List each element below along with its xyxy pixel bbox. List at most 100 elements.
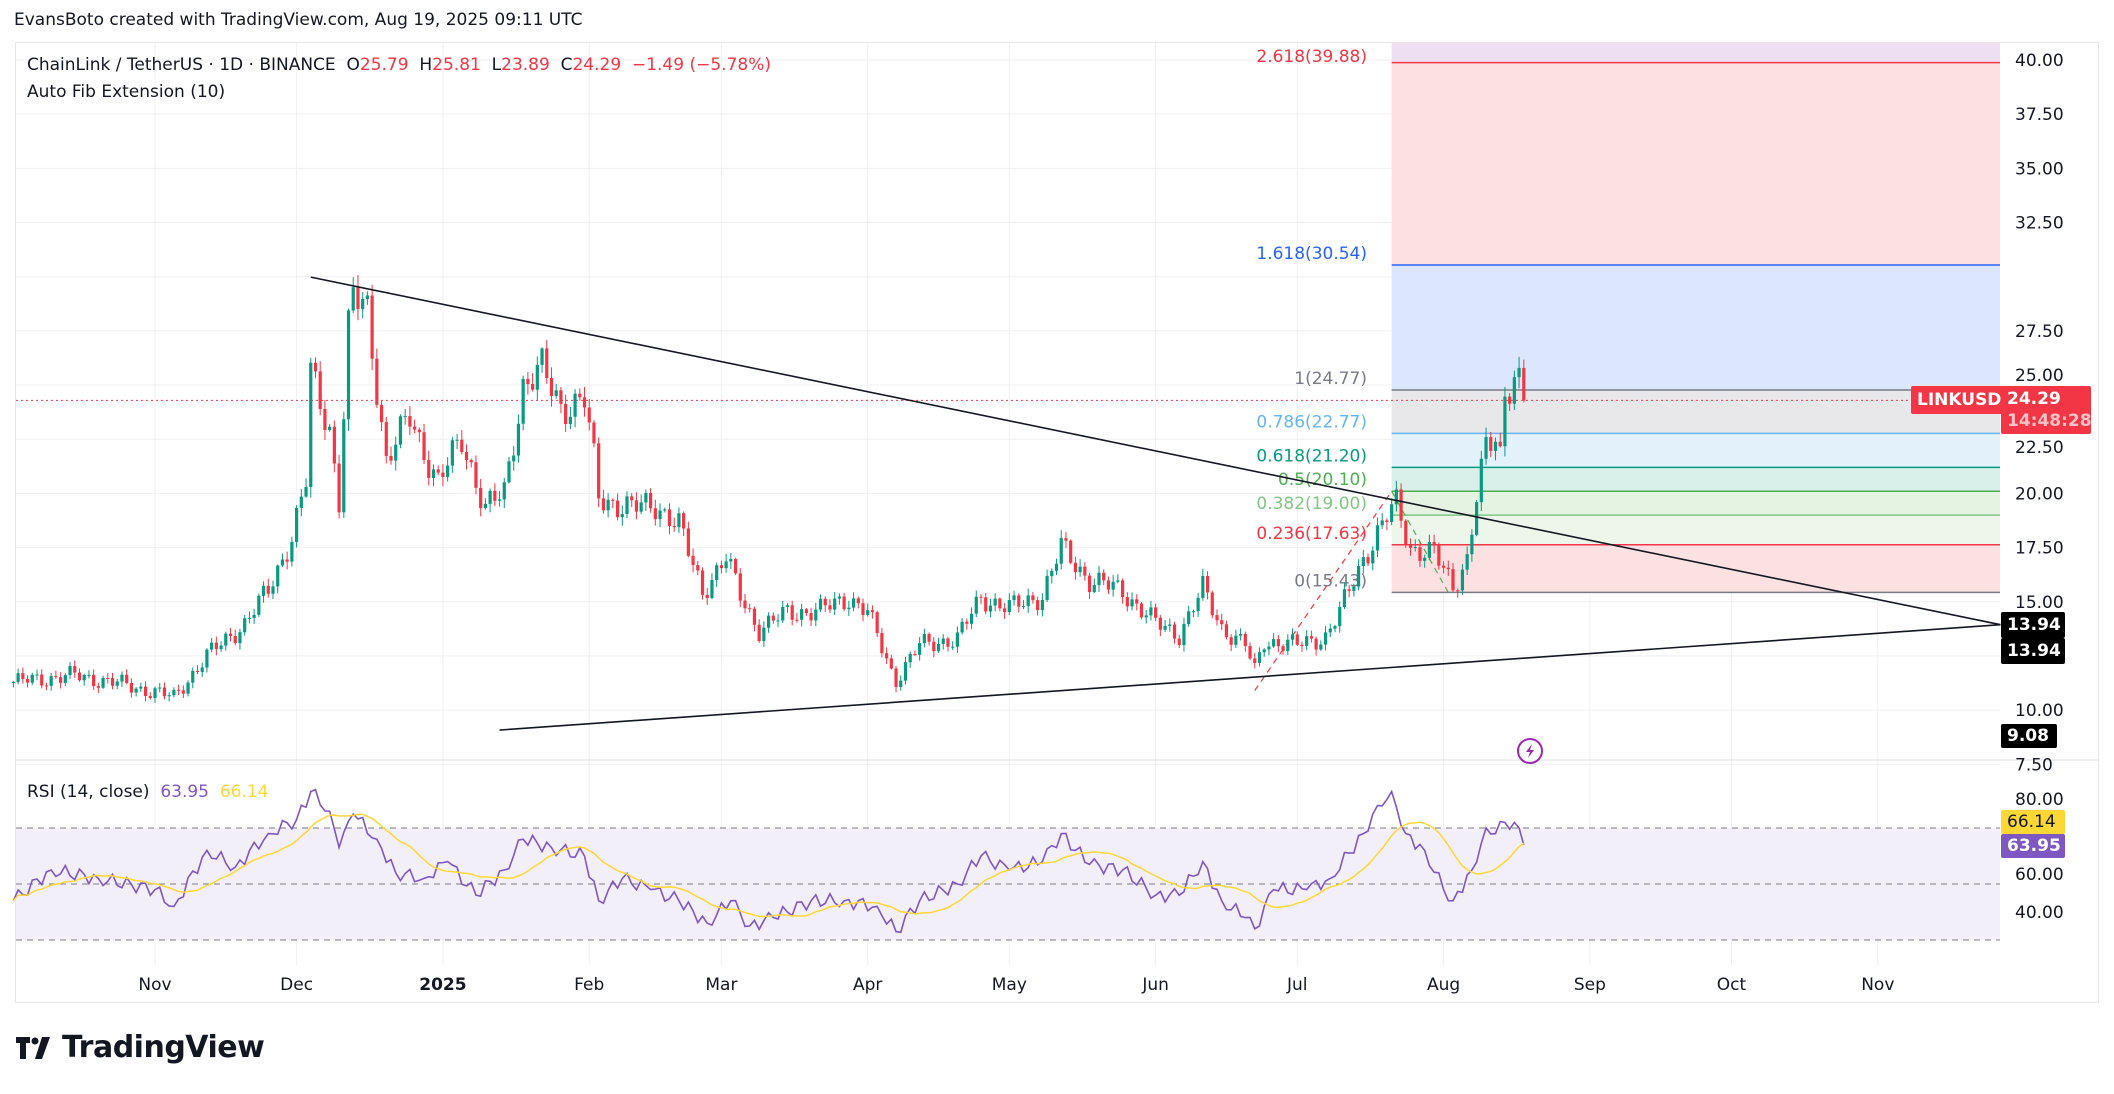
price-axis-label: 17.50: [2015, 539, 2064, 559]
fib-zone: [1391, 467, 2000, 492]
candle-body: [21, 673, 25, 679]
candle-body: [677, 513, 681, 528]
candle-body: [1347, 589, 1351, 591]
candle-body: [1196, 597, 1200, 612]
candle-body: [143, 686, 148, 697]
time-axis-label: Jul: [1286, 975, 1308, 995]
candle-body: [649, 492, 653, 509]
candle-body: [1314, 638, 1318, 650]
candle-body: [195, 670, 200, 672]
candle-body: [762, 627, 766, 642]
time-axis-label: Nov: [138, 975, 171, 995]
symbol-title[interactable]: ChainLink / TetherUS · 1D · BINANCE: [27, 55, 336, 75]
indicator-title[interactable]: Auto Fib Extension (10): [27, 82, 226, 102]
candle-body: [818, 598, 823, 610]
candle-body: [285, 559, 289, 562]
candle-body: [1470, 534, 1474, 555]
candle-body: [44, 685, 49, 687]
candle-body: [1097, 572, 1101, 586]
candle-body: [1106, 580, 1111, 590]
rsi-title[interactable]: RSI (14, close): [27, 782, 150, 802]
candle-body: [110, 678, 115, 686]
candle-body: [1352, 586, 1356, 591]
bar-countdown: 14:48:28: [2007, 411, 2092, 431]
candle-body: [92, 674, 96, 687]
fib-zone: [1391, 433, 2000, 468]
last-price-tag: 24.29 14:48:28: [2001, 386, 2092, 434]
candle-body: [1154, 607, 1158, 618]
close-label: C: [560, 55, 573, 75]
candle-body: [795, 619, 799, 621]
candle-body: [531, 384, 535, 390]
fib-zone: [1391, 390, 2000, 434]
candle-body: [101, 677, 105, 688]
fib-zone: [1391, 515, 2000, 545]
price-axis-label: 40.00: [2015, 51, 2064, 71]
candle-body: [238, 632, 242, 644]
candle-body: [1243, 633, 1247, 647]
candle-body: [1512, 377, 1516, 404]
candle-body: [1078, 566, 1082, 573]
candle-body: [77, 672, 82, 681]
candle-body: [1517, 367, 1521, 378]
tradingview-logo-text: TradingView: [62, 1030, 265, 1065]
candle-body: [191, 670, 195, 683]
candle-body: [1267, 646, 1271, 650]
candle-body: [781, 606, 785, 621]
candle-body: [776, 620, 780, 622]
candle-body: [134, 688, 138, 693]
low-value: 23.89: [501, 55, 550, 75]
candle-body: [705, 594, 709, 599]
candle-body: [1021, 606, 1026, 608]
candle-body: [611, 499, 615, 501]
candle-body: [564, 403, 568, 425]
candle-body: [573, 393, 577, 417]
candle-body: [1229, 637, 1233, 645]
candle-body: [1191, 611, 1195, 613]
rsi-line: [12, 788, 1525, 934]
trendline-lower-tag: 13.94: [2001, 638, 2065, 664]
candle-body: [1087, 575, 1092, 593]
candle-body: [885, 653, 889, 659]
rsi-ma-value: 66.14: [219, 782, 269, 802]
candle-body: [1253, 658, 1257, 663]
candle-body: [309, 362, 313, 488]
time-axis-label: 2025: [419, 975, 466, 995]
fib-level-label: 2.618(39.88): [1256, 47, 1367, 67]
trendline-lower: [499, 623, 2001, 731]
candle-body: [1493, 441, 1498, 451]
candle-body: [663, 509, 667, 511]
candle-body: [979, 596, 983, 598]
candle-body: [1390, 504, 1394, 522]
candle-body: [606, 499, 610, 511]
candle-body: [1168, 624, 1172, 626]
tradingview-logo[interactable]: TradingView: [16, 1030, 265, 1065]
candle-body: [1012, 595, 1016, 601]
candle-body: [1286, 639, 1290, 651]
fib-zone: [1391, 62, 2000, 265]
candle-body: [927, 633, 931, 642]
fib-zone: [1391, 491, 2000, 516]
candle-body: [1432, 541, 1436, 546]
candle-body: [1007, 600, 1011, 613]
candle-body: [913, 654, 917, 656]
candle-body: [125, 674, 129, 684]
candle-body: [233, 636, 237, 644]
candle-body: [932, 641, 936, 652]
candle-body: [1050, 570, 1054, 577]
candle-body: [946, 638, 950, 647]
candle-body: [1508, 396, 1512, 404]
candle-body: [257, 595, 261, 615]
candle-body: [186, 682, 190, 694]
candle-body: [1187, 611, 1191, 625]
candle-body: [861, 603, 865, 615]
candle-body: [1295, 634, 1299, 645]
candle-body: [35, 674, 39, 676]
candle-body: [162, 687, 167, 697]
candle-body: [290, 541, 294, 562]
candle-body: [1262, 649, 1266, 653]
fib-zone: [1391, 43, 2000, 63]
candle-body: [49, 676, 53, 686]
fib-level-label: 1(24.77): [1294, 369, 1367, 389]
